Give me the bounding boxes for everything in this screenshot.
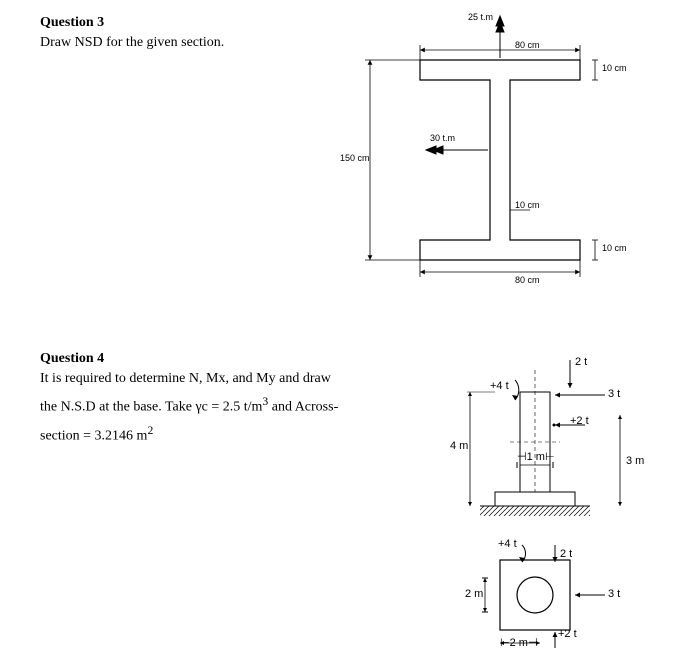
q4-plan-moment-label: +4 t [498, 538, 517, 550]
q3-top-flange-width-label: 80 cm [515, 40, 540, 50]
q4-line3a: section = 3.2146 m [40, 428, 147, 443]
q4-plan [482, 545, 605, 648]
bot-flange-thk-dim [592, 240, 598, 260]
q4-top-moment-label: +4 t [490, 380, 509, 392]
q4-figure: 2 t +4 t 3 t +2 t 4 m ⊣1 m⊢ 3 m +4 t 2 t… [440, 350, 670, 650]
q4-col-height-label: 4 m [450, 440, 468, 452]
q3-web-thk-label: 10 cm [515, 200, 540, 210]
q4-line2b: and Across- [268, 400, 338, 415]
q3-side-load-label: 30 t.m [430, 133, 455, 143]
q3-bot-flange-width-label: 80 cm [515, 275, 540, 285]
q4-plan-axial-label: 2 t [560, 548, 572, 560]
q4-line2a: the N.S.D at the base. Take γc = 2.5 t/m [40, 400, 262, 415]
q4-plan-horizB-label: +2 t [558, 628, 577, 640]
q3-top-load-label: 25 t.m [468, 12, 493, 22]
q4-mid-horiz-label: +2 t [570, 415, 589, 427]
q4-top-horiz-label: 3 t [608, 388, 620, 400]
q4-plan-side-label: 2 m [465, 588, 483, 600]
q4-footing-height-label: 3 m [626, 455, 644, 467]
q4-top-axial-label: 2 t [575, 356, 587, 368]
q4-plan-horizR-label: 3 t [608, 588, 620, 600]
top-load-arrow [496, 16, 504, 58]
q3-top-flange-thk-label: 10 cm [602, 63, 627, 73]
q4-svg [440, 350, 670, 650]
side-load-arrow [426, 146, 488, 154]
q3-bot-flange-thk-label: 10 cm [602, 243, 627, 253]
q4-plan-width-label: ⊢2 m⊣ [500, 636, 538, 649]
bot-flange-dim [420, 260, 580, 277]
q3-figure: 25 t.m 80 cm 10 cm 150 cm 30 t.m 10 cm 1… [320, 10, 650, 300]
q4-line3sup: 2 [147, 424, 153, 437]
q4-col-width-label: ⊣1 m⊢ [517, 450, 555, 463]
q3-total-height-label: 150 cm [340, 153, 370, 163]
total-height-dim [365, 60, 420, 260]
top-flange-thk-dim [592, 60, 598, 80]
ibeam-outline [420, 60, 580, 260]
